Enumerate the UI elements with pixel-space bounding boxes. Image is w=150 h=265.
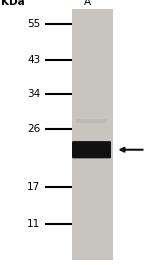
- Text: A: A: [84, 0, 91, 7]
- Text: 43: 43: [27, 55, 40, 65]
- Text: 55: 55: [27, 19, 40, 29]
- Text: 17: 17: [27, 182, 40, 192]
- FancyBboxPatch shape: [72, 141, 111, 158]
- Bar: [76, 119, 107, 123]
- Text: KDa: KDa: [2, 0, 25, 7]
- Text: 11: 11: [27, 219, 40, 229]
- Text: 26: 26: [27, 123, 40, 134]
- Bar: [72, 9, 112, 260]
- Text: 34: 34: [27, 89, 40, 99]
